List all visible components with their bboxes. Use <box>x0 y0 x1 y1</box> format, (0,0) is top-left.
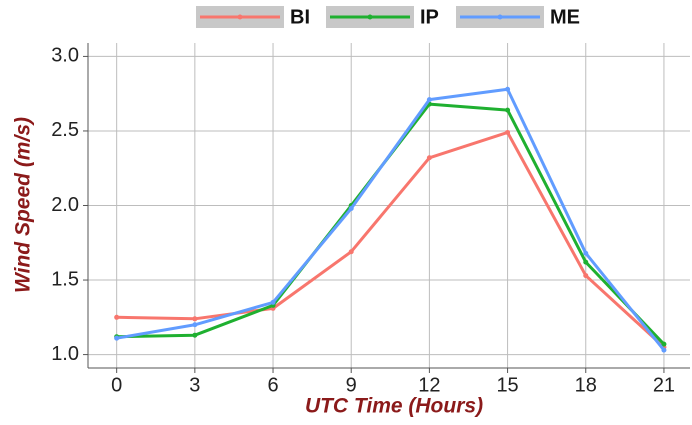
point <box>583 259 589 265</box>
legend-point <box>497 14 503 20</box>
x-tick-label: 0 <box>111 374 122 396</box>
point <box>661 341 667 347</box>
point <box>192 332 198 338</box>
x-tick-label: 21 <box>653 374 675 396</box>
legend-label: BI <box>290 6 310 28</box>
x-tick-label: 12 <box>418 374 440 396</box>
point <box>505 86 511 92</box>
legend-label: ME <box>550 6 580 28</box>
point <box>114 335 120 341</box>
line <box>116 87 666 352</box>
x-tick-label: 9 <box>346 374 357 396</box>
point <box>426 155 432 161</box>
point <box>192 322 198 328</box>
y-tick-label: 3.0 <box>51 45 79 67</box>
legend-point <box>237 14 243 20</box>
point <box>426 97 432 103</box>
x-axis-title: UTC Time (Hours) <box>305 395 483 418</box>
point <box>192 316 198 322</box>
point <box>348 205 354 211</box>
x-tick-label: 6 <box>267 374 278 396</box>
y-tick-label: 2.0 <box>51 194 79 216</box>
point <box>583 250 589 256</box>
x-tick-label: 15 <box>496 374 518 396</box>
point <box>270 299 276 305</box>
point <box>114 314 120 320</box>
y-axis-title: Wind Speed (m/s) <box>12 117 35 293</box>
legend-point <box>367 14 373 20</box>
y-tick-label: 1.0 <box>51 343 79 365</box>
point <box>505 129 511 135</box>
x-tick-label: 3 <box>189 374 200 396</box>
point <box>661 347 667 353</box>
point <box>505 107 511 113</box>
point <box>348 249 354 255</box>
y-tick-label: 2.5 <box>51 119 79 141</box>
y-tick-label: 1.5 <box>51 268 79 290</box>
legend-label: IP <box>420 6 439 28</box>
line <box>116 130 665 349</box>
point <box>583 273 589 279</box>
x-tick-label: 18 <box>575 374 597 396</box>
